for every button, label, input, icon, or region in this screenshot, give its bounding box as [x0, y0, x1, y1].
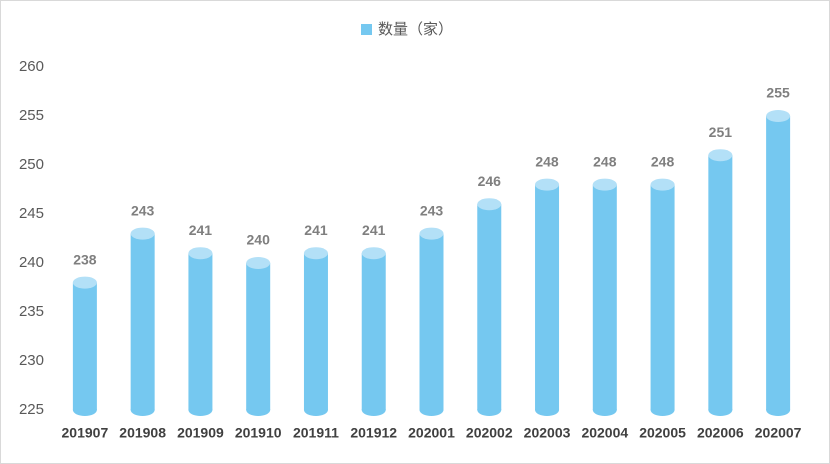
legend-label: 数量（家）	[378, 21, 453, 38]
value-label: 255	[766, 85, 790, 101]
bar	[592, 184, 617, 410]
x-tick-label: 202003	[524, 425, 571, 441]
value-label: 243	[420, 202, 444, 218]
bar	[477, 204, 502, 410]
bar-top	[592, 178, 617, 191]
bar	[188, 253, 213, 410]
bar	[361, 253, 386, 410]
x-tick-label: 202002	[466, 425, 513, 441]
bar	[303, 253, 328, 410]
bar-top	[477, 198, 502, 211]
x-tick-label: 201912	[350, 425, 397, 441]
value-label: 248	[593, 153, 617, 169]
y-tick-label: 235	[19, 303, 44, 320]
y-tick-label: 240	[19, 254, 44, 271]
x-tick-label: 202006	[697, 425, 744, 441]
bar-top	[361, 247, 386, 260]
x-tick-label: 201910	[235, 425, 282, 441]
bar-top	[188, 247, 213, 260]
bar-top	[246, 257, 271, 269]
y-tick-label: 255	[19, 107, 44, 124]
value-label: 251	[709, 124, 733, 140]
bar	[72, 282, 97, 410]
x-tick-label: 202004	[581, 425, 628, 441]
y-tick-label: 260	[19, 58, 44, 75]
x-tick-label: 201909	[177, 425, 224, 441]
legend-swatch	[361, 24, 372, 35]
bar	[419, 233, 444, 410]
x-tick-label: 201911	[293, 425, 339, 441]
bar	[708, 155, 733, 410]
x-tick-label: 202005	[639, 425, 686, 441]
bar-top	[766, 110, 791, 122]
x-tick-label: 202001	[408, 425, 455, 441]
value-label: 243	[131, 202, 155, 218]
value-label: 241	[189, 222, 213, 238]
bar	[246, 263, 271, 410]
value-label: 241	[362, 222, 386, 238]
value-label: 248	[535, 153, 559, 169]
value-label: 241	[304, 222, 328, 238]
y-tick-label: 230	[19, 352, 44, 369]
bar-top	[650, 178, 675, 191]
bar	[766, 116, 791, 410]
value-label: 246	[478, 173, 502, 189]
bar	[650, 184, 675, 410]
bar-top	[130, 227, 155, 240]
bar	[130, 233, 155, 410]
bar-top	[303, 247, 328, 260]
y-tick-label: 250	[19, 156, 44, 173]
value-label: 238	[73, 251, 97, 267]
x-tick-label: 201907	[62, 425, 109, 441]
value-label: 240	[247, 232, 271, 248]
value-label: 248	[651, 153, 675, 169]
y-tick-label: 225	[19, 401, 44, 418]
y-tick-label: 245	[19, 205, 44, 222]
bar-top	[72, 276, 97, 289]
bar	[535, 184, 560, 410]
bar-top	[419, 227, 444, 240]
x-tick-label: 202007	[755, 425, 802, 441]
x-tick-label: 201908	[119, 425, 166, 441]
bar-top	[708, 149, 733, 162]
bar-top	[535, 178, 560, 191]
